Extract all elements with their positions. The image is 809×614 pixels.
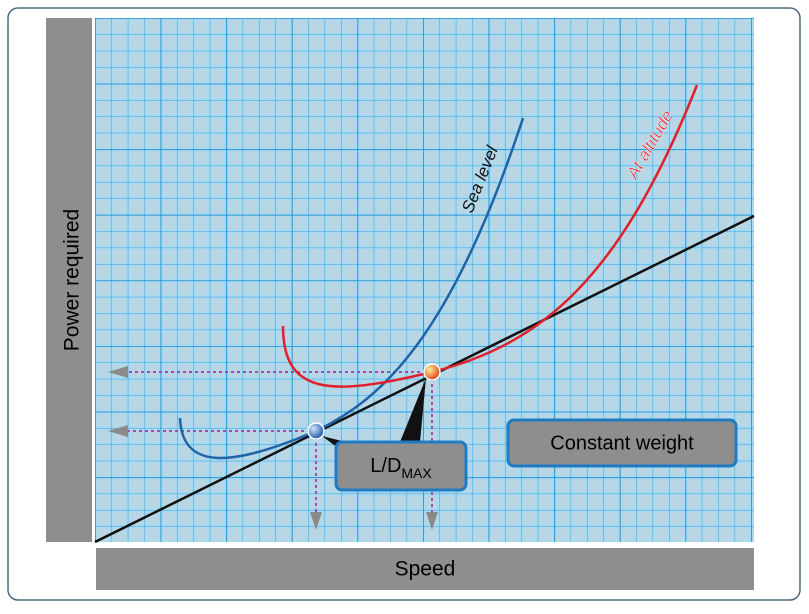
x-axis-label: Speed xyxy=(395,558,456,581)
ld-label: L/DMAX xyxy=(370,455,432,481)
y-axis-bar xyxy=(46,18,92,542)
arrows xyxy=(108,366,438,530)
ld-subscript: MAX xyxy=(401,465,432,481)
callout-pointer xyxy=(400,378,426,442)
weight-label: Constant weight xyxy=(550,432,694,454)
x-axis-bar xyxy=(96,548,754,590)
ld-box xyxy=(334,440,468,492)
point-sea-level xyxy=(307,422,325,440)
tangent-line xyxy=(94,214,755,544)
ld-text: L/D xyxy=(370,455,401,477)
sea-level-curve xyxy=(178,117,525,460)
weight-box xyxy=(506,418,738,468)
point-altitude xyxy=(423,363,441,381)
guides xyxy=(125,371,433,515)
y-axis-label: Power required xyxy=(61,209,84,351)
altitude-curve xyxy=(281,84,699,388)
